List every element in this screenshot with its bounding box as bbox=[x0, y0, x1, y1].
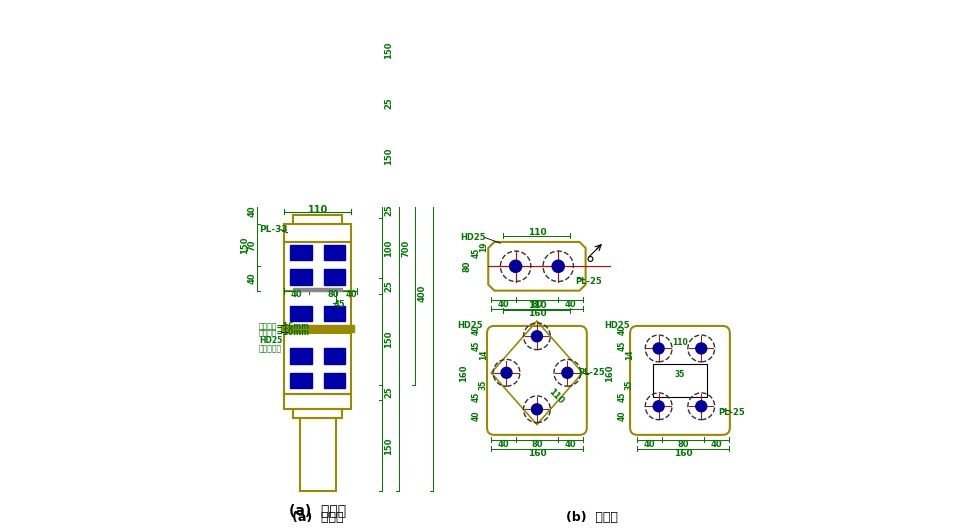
Text: 45: 45 bbox=[472, 340, 481, 351]
Circle shape bbox=[552, 260, 564, 272]
Text: 160: 160 bbox=[527, 309, 547, 318]
Text: (a)  입면도: (a) 입면도 bbox=[289, 503, 347, 517]
Text: 나사산가공: 나사산가공 bbox=[259, 345, 282, 354]
Text: 80: 80 bbox=[531, 299, 543, 308]
Bar bbox=[290, 245, 312, 260]
Text: 70: 70 bbox=[248, 239, 256, 251]
Text: 40: 40 bbox=[290, 290, 302, 299]
Text: 40: 40 bbox=[618, 325, 626, 335]
Text: 160: 160 bbox=[606, 364, 615, 382]
Text: 40: 40 bbox=[472, 325, 481, 335]
Circle shape bbox=[653, 343, 664, 354]
Circle shape bbox=[696, 343, 707, 354]
Text: 80: 80 bbox=[462, 260, 472, 272]
Circle shape bbox=[510, 260, 521, 272]
Circle shape bbox=[562, 367, 573, 378]
Bar bbox=[324, 245, 346, 260]
Text: (a)  입면도: (a) 입면도 bbox=[292, 511, 344, 524]
Bar bbox=[324, 306, 346, 321]
Text: (b)  단면도: (b) 단면도 bbox=[566, 511, 618, 524]
Text: 110: 110 bbox=[527, 228, 547, 237]
Text: 40: 40 bbox=[248, 272, 256, 284]
Text: 45: 45 bbox=[618, 392, 626, 402]
Text: 160: 160 bbox=[459, 364, 468, 382]
Text: PL-25: PL-25 bbox=[719, 408, 745, 417]
Text: 40: 40 bbox=[711, 439, 722, 448]
Text: 150: 150 bbox=[240, 236, 250, 254]
Text: 45: 45 bbox=[618, 340, 626, 351]
Text: 40: 40 bbox=[564, 299, 576, 308]
Text: 45: 45 bbox=[472, 248, 481, 258]
Text: 80: 80 bbox=[677, 439, 688, 448]
Bar bbox=[324, 373, 346, 388]
Text: 25: 25 bbox=[385, 204, 393, 216]
Circle shape bbox=[531, 331, 543, 342]
Text: 40: 40 bbox=[644, 439, 655, 448]
Text: 150: 150 bbox=[385, 437, 393, 455]
Text: 14: 14 bbox=[625, 350, 634, 360]
Circle shape bbox=[501, 367, 512, 378]
Text: 40: 40 bbox=[564, 439, 576, 448]
Text: 150: 150 bbox=[385, 42, 393, 59]
Text: 150: 150 bbox=[385, 148, 393, 165]
Bar bbox=[324, 269, 346, 285]
Text: 40: 40 bbox=[618, 410, 626, 421]
Text: 25: 25 bbox=[385, 98, 393, 109]
Bar bbox=[290, 373, 312, 388]
Text: 40: 40 bbox=[346, 290, 357, 299]
Circle shape bbox=[653, 401, 664, 412]
Text: PL-25: PL-25 bbox=[575, 277, 602, 286]
Bar bbox=[285, 224, 352, 242]
Circle shape bbox=[531, 404, 543, 415]
Text: 35: 35 bbox=[675, 370, 686, 379]
Text: 80: 80 bbox=[327, 290, 339, 299]
Text: 700: 700 bbox=[402, 239, 411, 257]
Text: 40: 40 bbox=[248, 206, 256, 218]
Text: 110: 110 bbox=[308, 205, 328, 215]
Text: 개선깊이=10mm: 개선깊이=10mm bbox=[259, 327, 310, 336]
Bar bbox=[324, 348, 346, 364]
Text: 25: 25 bbox=[385, 280, 393, 292]
Text: HD25: HD25 bbox=[604, 322, 629, 331]
Text: PL-33: PL-33 bbox=[259, 225, 287, 234]
Bar bbox=[293, 409, 342, 419]
Polygon shape bbox=[293, 288, 342, 290]
Text: 400: 400 bbox=[418, 285, 427, 303]
Bar bbox=[282, 325, 354, 332]
Bar bbox=[285, 290, 352, 327]
Text: 160: 160 bbox=[527, 449, 547, 458]
Text: 110: 110 bbox=[547, 386, 566, 406]
Bar bbox=[290, 269, 312, 285]
Bar bbox=[290, 348, 312, 364]
Text: 25: 25 bbox=[385, 386, 393, 399]
Text: 45: 45 bbox=[472, 392, 481, 402]
Text: 19: 19 bbox=[479, 242, 487, 252]
Text: 110: 110 bbox=[672, 338, 687, 347]
Text: 150: 150 bbox=[385, 331, 393, 348]
Text: HD25: HD25 bbox=[259, 336, 282, 345]
Text: 45: 45 bbox=[333, 299, 345, 308]
Text: 100: 100 bbox=[385, 239, 393, 257]
Bar bbox=[285, 333, 352, 394]
Text: 110: 110 bbox=[527, 301, 547, 310]
Text: 개선깊이=16mm: 개선깊이=16mm bbox=[259, 322, 310, 331]
Text: 40: 40 bbox=[498, 299, 509, 308]
Bar bbox=[653, 364, 707, 397]
Text: 40: 40 bbox=[498, 439, 509, 448]
Text: 35: 35 bbox=[625, 380, 634, 390]
Bar bbox=[285, 394, 352, 409]
Circle shape bbox=[696, 401, 707, 412]
Text: 40: 40 bbox=[472, 410, 481, 421]
Text: 160: 160 bbox=[674, 449, 692, 458]
Text: HD25: HD25 bbox=[460, 233, 486, 242]
Text: 80: 80 bbox=[531, 439, 543, 448]
Text: PL-25: PL-25 bbox=[579, 369, 605, 378]
Bar bbox=[285, 242, 352, 290]
Text: 35: 35 bbox=[479, 380, 487, 390]
Bar bbox=[290, 306, 312, 321]
Bar bbox=[293, 214, 342, 224]
Text: HD25: HD25 bbox=[457, 322, 484, 331]
Text: 14: 14 bbox=[479, 350, 487, 360]
Bar bbox=[300, 419, 336, 492]
